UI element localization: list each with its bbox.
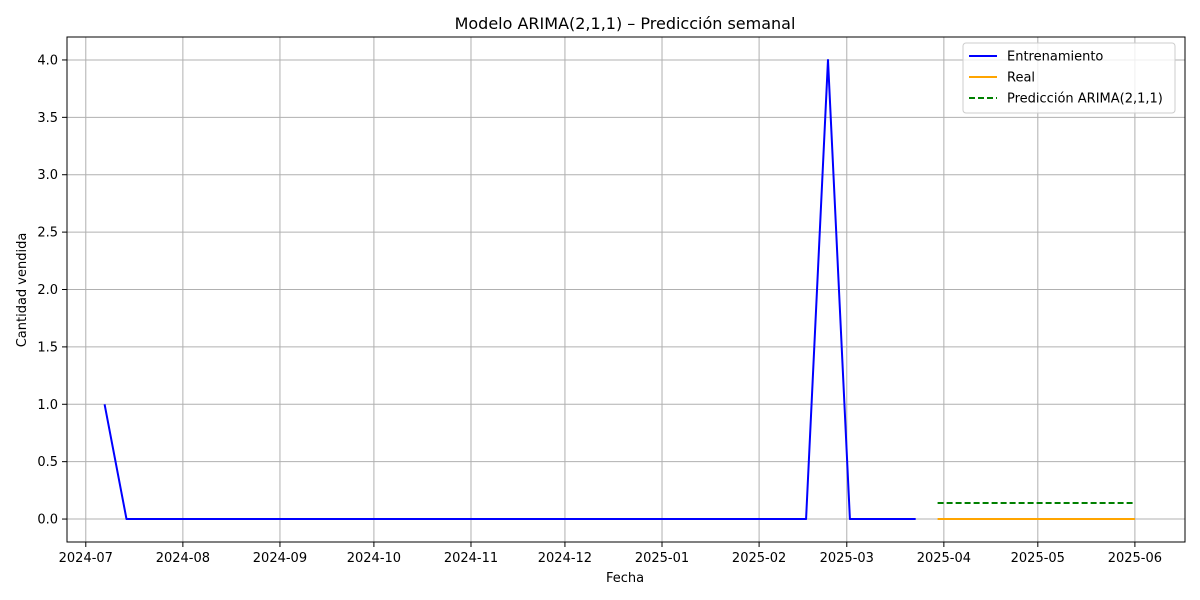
chart-title: Modelo ARIMA(2,1,1) – Predicción semanal <box>455 14 796 33</box>
x-axis-title: Fecha <box>606 571 644 586</box>
legend-label: Real <box>1007 71 1035 86</box>
series-layer <box>103 58 1135 521</box>
legend-box <box>962 42 1176 114</box>
legend-label: Predicción ARIMA(2,1,1) <box>1007 92 1163 107</box>
legend-label: Entrenamiento <box>1007 50 1103 65</box>
x-tick-label: 2025-02 <box>732 551 786 566</box>
y-tick-label: 2.5 <box>37 226 58 241</box>
x-tick-label: 2024-07 <box>59 551 113 566</box>
x-tick-label: 2024-11 <box>444 551 498 566</box>
y-tick-label: 0.5 <box>37 455 58 470</box>
legend: Entrenamiento Real Predicción ARIMA(2,1,1) <box>962 42 1176 114</box>
x-tick-label: 2025-05 <box>1011 551 1065 566</box>
x-tick-label: 2024-12 <box>538 551 592 566</box>
x-tick-label: 2025-03 <box>820 551 874 566</box>
x-tick-label: 2025-06 <box>1108 551 1162 566</box>
axis-ticks: 2024-07 2024-08 2024-09 2024-10 2024-11 2024-… <box>37 53 1162 566</box>
y-axis-title: Cantidad vendida <box>15 233 30 348</box>
grid <box>67 37 1185 542</box>
y-tick-label: 3.5 <box>37 111 58 126</box>
x-tick-label: 2024-09 <box>253 551 307 566</box>
y-tick-label: 3.0 <box>37 168 58 183</box>
y-tick-label: 0.0 <box>37 513 58 528</box>
y-tick-label: 1.5 <box>37 340 58 355</box>
x-tick-label: 2025-01 <box>635 551 689 566</box>
y-tick-label: 4.0 <box>37 53 58 68</box>
series-line-1 <box>103 58 916 521</box>
y-tick-label: 1.0 <box>37 398 58 413</box>
x-tick-label: 2024-10 <box>347 551 401 566</box>
y-tick-label: 2.0 <box>37 283 58 298</box>
x-tick-label: 2025-04 <box>917 551 971 566</box>
x-tick-label: 2024-08 <box>156 551 210 566</box>
